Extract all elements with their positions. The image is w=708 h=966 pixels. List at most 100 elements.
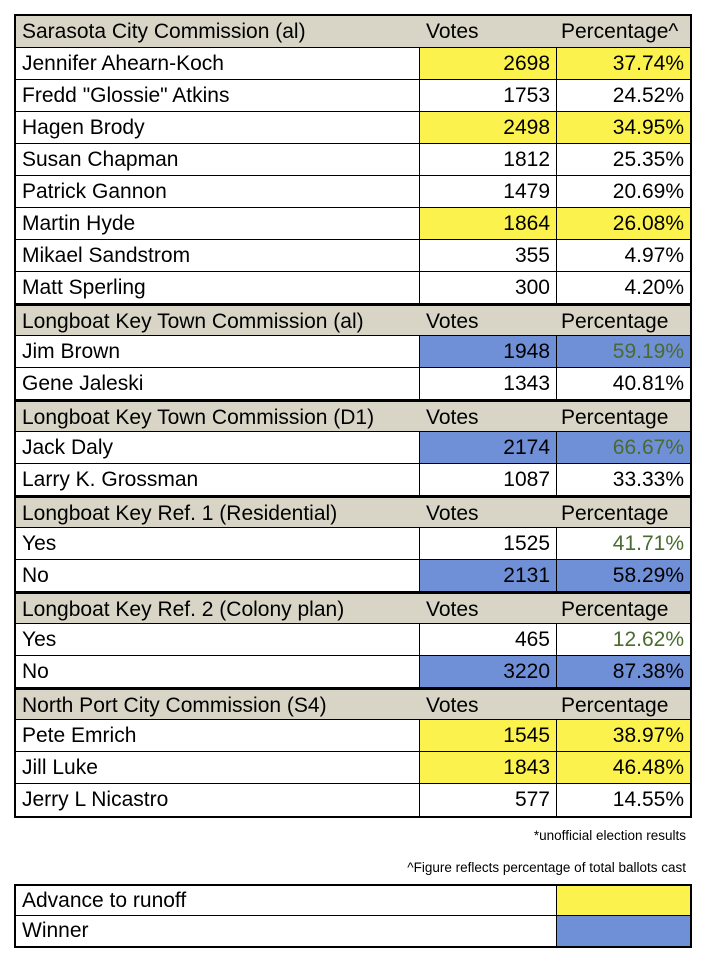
percentage: 26.08% [557, 208, 690, 239]
candidate: No [16, 656, 420, 687]
candidate: Jim Brown [16, 336, 420, 367]
candidate: No [16, 560, 420, 591]
result-row: Pete Emrich 1545 38.97% [16, 720, 690, 752]
legend-swatch [557, 916, 690, 946]
result-row: Matt Sperling 300 4.20% [16, 272, 690, 304]
section-header: Longboat Key Ref. 1 (Residential) Votes Pe… [16, 496, 690, 528]
header-cell: Votes [426, 694, 479, 717]
percentage: 87.38% [557, 656, 690, 687]
votes: 1948 [420, 336, 557, 367]
header-cell: North Port City Commission (S4) [22, 694, 327, 717]
header-cell: Longboat Key Ref. 1 (Residential) [22, 502, 338, 525]
candidate: Hagen Brody [16, 112, 420, 143]
candidate: Larry K. Grossman [16, 464, 420, 495]
result-row: Jim Brown 1948 59.19% [16, 336, 690, 368]
header-cell: Longboat Key Town Commission (al) [22, 310, 364, 333]
header-cell: Longboat Key Town Commission (D1) [22, 406, 375, 429]
result-row: Jill Luke 1843 46.48% [16, 752, 690, 784]
legend: Advance to runoff Winner [14, 884, 692, 948]
percentage: 25.35% [612, 148, 684, 171]
votes: 300 [420, 272, 557, 303]
header-cell: Longboat Key Ref. 2 (Colony plan) [22, 598, 345, 621]
votes: 1479 [420, 176, 557, 207]
result-row: Larry K. Grossman 1087 33.33% [16, 464, 690, 496]
votes: 2174 [420, 432, 557, 463]
percentage: 41.71% [612, 532, 684, 555]
candidate: Patrick Gannon [16, 176, 420, 207]
votes: 355 [420, 240, 557, 271]
votes: 1087 [420, 464, 557, 495]
result-row: No 3220 87.38% [16, 656, 690, 688]
result-row: Jennifer Ahearn-Koch 2698 37.74% [16, 48, 690, 80]
header-cell: Votes [426, 20, 479, 43]
candidate: Martin Hyde [16, 208, 420, 239]
result-row: Gene Jaleski 1343 40.81% [16, 368, 690, 400]
header-cell: Percentage [561, 406, 669, 429]
section-header: Sarasota City Commission (al) Votes Percen… [16, 16, 690, 48]
result-row: Hagen Brody 2498 34.95% [16, 112, 690, 144]
candidate: Yes [16, 528, 420, 559]
result-row: Jerry L Nicastro 577 14.55% [16, 784, 690, 816]
result-row: Yes 1525 41.71% [16, 528, 690, 560]
result-row: Fredd "Glossie" Atkins 1753 24.52% [16, 80, 690, 112]
votes: 465 [420, 624, 557, 655]
votes: 2131 [420, 560, 557, 591]
legend-row: Winner [16, 916, 690, 946]
votes: 1545 [420, 720, 557, 751]
section-header: Longboat Key Ref. 2 (Colony plan) Votes Pe… [16, 592, 690, 624]
results-table: Sarasota City Commission (al) Votes Percen… [14, 14, 692, 818]
candidate: Yes [16, 624, 420, 655]
percentage: 59.19% [557, 336, 690, 367]
votes: 577 [420, 784, 557, 816]
percentage: 34.95% [557, 112, 690, 143]
votes: 1843 [420, 752, 557, 783]
percentage: 4.97% [624, 244, 684, 267]
candidate: Susan Chapman [16, 144, 420, 175]
votes: 1812 [420, 144, 557, 175]
votes: 1864 [420, 208, 557, 239]
header-cell: Votes [426, 406, 479, 429]
section-header: Longboat Key Town Commission (al) Votes Pe… [16, 304, 690, 336]
percentage: 20.69% [612, 180, 684, 203]
section-header: Longboat Key Town Commission (D1) Votes Pe… [16, 400, 690, 432]
percentage: 14.55% [612, 788, 684, 811]
percentage: 40.81% [612, 372, 684, 395]
candidate: Pete Emrich [16, 720, 420, 751]
header-cell: Percentage [561, 694, 669, 717]
votes: 2698 [420, 48, 557, 79]
percentage: 33.33% [612, 468, 684, 491]
header-cell: Sarasota City Commission (al) [22, 20, 306, 43]
legend-label: Winner [16, 916, 557, 946]
header-cell: Percentage [561, 310, 669, 333]
header-cell: Votes [426, 598, 479, 621]
candidate: Fredd "Glossie" Atkins [16, 80, 420, 111]
header-cell: Percentage [561, 598, 669, 621]
section-header: North Port City Commission (S4) Votes Perc… [16, 688, 690, 720]
percentage: 58.29% [557, 560, 690, 591]
votes: 1525 [420, 528, 557, 559]
footnote: ^Figure reflects percentage of total bal… [407, 860, 686, 875]
header-cell: Votes [426, 310, 479, 333]
candidate: Gene Jaleski [16, 368, 420, 399]
percentage: 4.20% [624, 276, 684, 299]
candidate: Jack Daly [16, 432, 420, 463]
footnote: *unofficial election results [533, 828, 686, 843]
header-cell: Percentage^ [561, 20, 679, 43]
result-row: Martin Hyde 1864 26.08% [16, 208, 690, 240]
candidate: Jill Luke [16, 752, 420, 783]
votes: 3220 [420, 656, 557, 687]
votes: 2498 [420, 112, 557, 143]
percentage: 24.52% [612, 84, 684, 107]
candidate: Jennifer Ahearn-Koch [16, 48, 420, 79]
header-cell: Votes [426, 502, 479, 525]
header-cell: Percentage [561, 502, 669, 525]
percentage: 66.67% [557, 432, 690, 463]
percentage: 12.62% [612, 628, 684, 651]
votes: 1343 [420, 368, 557, 399]
legend-row: Advance to runoff [16, 886, 690, 916]
votes: 1753 [420, 80, 557, 111]
candidate: Jerry L Nicastro [16, 784, 420, 816]
result-row: No 2131 58.29% [16, 560, 690, 592]
percentage: 46.48% [557, 752, 690, 783]
